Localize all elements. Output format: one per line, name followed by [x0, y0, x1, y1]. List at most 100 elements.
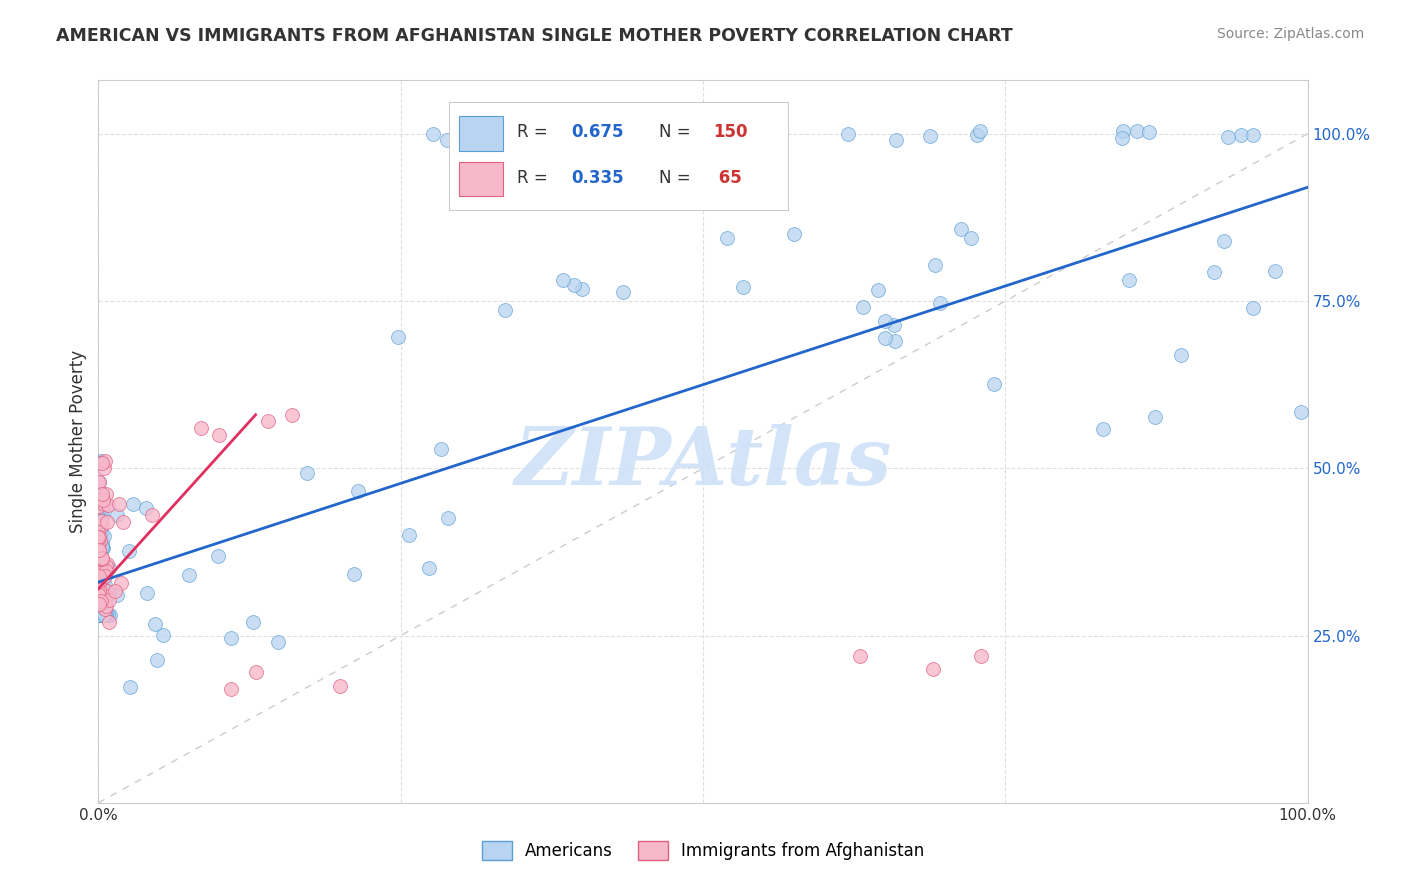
- Point: [91, 550, 114, 565]
- Point: [924, 258, 946, 272]
- Point: [418, 561, 440, 575]
- Point: [89, 516, 111, 531]
- Point: [87, 560, 110, 574]
- Point: [208, 427, 231, 442]
- Point: [929, 296, 952, 310]
- Point: [883, 334, 905, 348]
- Point: [90, 456, 112, 470]
- Point: [89, 524, 111, 539]
- Point: [90, 563, 112, 577]
- Point: [733, 280, 755, 294]
- Point: [94, 564, 117, 578]
- Point: [104, 584, 127, 599]
- Point: [93, 460, 115, 475]
- Point: [190, 421, 212, 435]
- Text: ZIPAtlas: ZIPAtlas: [515, 425, 891, 502]
- Point: [105, 508, 128, 523]
- Point: [717, 123, 740, 137]
- Point: [87, 580, 110, 594]
- Point: [87, 602, 110, 616]
- Text: Source: ZipAtlas.com: Source: ZipAtlas.com: [1216, 27, 1364, 41]
- Point: [87, 541, 110, 555]
- Point: [87, 514, 110, 528]
- Point: [90, 509, 112, 524]
- Point: [98, 608, 121, 623]
- Point: [571, 282, 593, 296]
- Point: [721, 120, 744, 135]
- Point: [97, 560, 120, 574]
- Point: [94, 608, 117, 623]
- Point: [90, 526, 112, 541]
- Point: [221, 681, 243, 696]
- Point: [422, 127, 444, 141]
- Point: [89, 608, 111, 623]
- Point: [87, 532, 110, 546]
- Point: [494, 303, 516, 318]
- Point: [97, 593, 120, 607]
- Point: [152, 628, 174, 642]
- Point: [1291, 405, 1313, 419]
- Point: [87, 538, 110, 552]
- Point: [90, 488, 112, 502]
- Point: [89, 558, 111, 573]
- Point: [93, 529, 115, 543]
- Point: [1204, 264, 1226, 278]
- Point: [90, 500, 112, 515]
- Point: [94, 602, 117, 616]
- Point: [90, 515, 112, 529]
- Point: [1126, 123, 1149, 137]
- Point: [107, 497, 129, 511]
- Point: [561, 121, 583, 136]
- Point: [105, 588, 128, 602]
- Point: [91, 500, 114, 515]
- Point: [1111, 130, 1133, 145]
- Point: [612, 128, 634, 143]
- Point: [950, 222, 973, 236]
- Point: [87, 568, 110, 582]
- Point: [256, 414, 278, 429]
- Point: [111, 516, 134, 530]
- Point: [884, 134, 907, 148]
- Point: [93, 569, 115, 583]
- Point: [1218, 129, 1240, 144]
- Point: [837, 128, 859, 142]
- Point: [883, 318, 905, 333]
- Point: [96, 516, 118, 530]
- Point: [87, 585, 110, 599]
- Y-axis label: Single Mother Poverty: Single Mother Poverty: [69, 350, 87, 533]
- Point: [1241, 301, 1264, 315]
- Point: [475, 127, 498, 141]
- Point: [141, 508, 163, 523]
- Point: [87, 511, 110, 525]
- Point: [96, 599, 118, 614]
- Point: [87, 566, 110, 581]
- Point: [89, 516, 111, 531]
- Point: [1264, 264, 1286, 278]
- Point: [297, 467, 319, 481]
- Point: [87, 530, 110, 544]
- Point: [87, 608, 110, 623]
- Point: [89, 578, 111, 592]
- Point: [89, 590, 111, 604]
- Point: [87, 485, 110, 500]
- Point: [89, 534, 111, 549]
- Point: [135, 586, 157, 600]
- Point: [245, 665, 267, 680]
- Point: [91, 576, 114, 591]
- Point: [94, 454, 117, 468]
- Point: [91, 573, 114, 587]
- Legend: Americans, Immigrants from Afghanistan: Americans, Immigrants from Afghanistan: [475, 834, 931, 867]
- Point: [562, 277, 585, 292]
- Point: [89, 608, 111, 623]
- Point: [96, 559, 118, 574]
- Point: [849, 648, 872, 663]
- Point: [87, 585, 110, 599]
- Point: [89, 475, 111, 490]
- Point: [1091, 422, 1114, 436]
- Point: [93, 608, 115, 623]
- Point: [87, 547, 110, 561]
- Point: [89, 608, 111, 623]
- Point: [89, 456, 111, 470]
- Point: [716, 230, 738, 244]
- Point: [437, 510, 460, 524]
